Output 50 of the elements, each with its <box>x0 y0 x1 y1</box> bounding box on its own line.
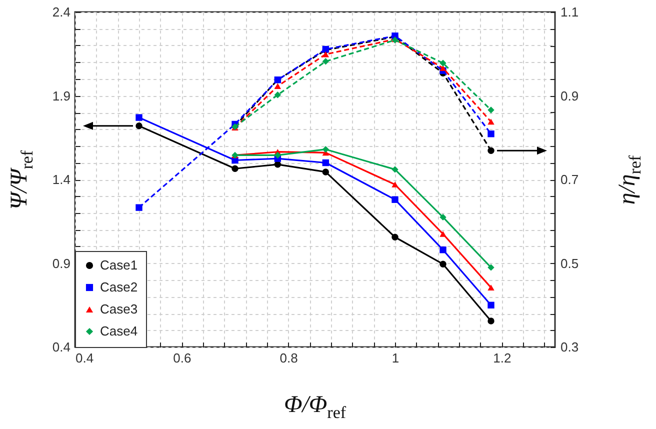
legend-label: Case1 <box>100 258 138 272</box>
point <box>274 152 282 159</box>
point <box>232 165 238 172</box>
point <box>392 196 398 203</box>
y2-tick-label: 0.3 <box>560 340 579 354</box>
point <box>440 60 446 66</box>
point <box>392 182 398 188</box>
x-tick-label: 0.4 <box>76 350 94 366</box>
point <box>322 159 330 166</box>
x-tick-label: 1.2 <box>493 350 512 366</box>
legend-label: Case4 <box>100 324 138 338</box>
point <box>440 246 446 254</box>
point <box>488 118 494 125</box>
y2-tick-label: 0.5 <box>560 256 579 271</box>
point <box>392 166 398 173</box>
y2-tick-label: 0.9 <box>560 88 579 104</box>
point <box>440 231 446 237</box>
x-tick-label: 0.8 <box>280 350 298 366</box>
y2-tick-label: 1.1 <box>560 4 579 20</box>
point <box>488 106 494 114</box>
point <box>136 122 142 130</box>
point <box>322 51 330 58</box>
point <box>322 146 330 153</box>
point <box>488 318 494 324</box>
point <box>488 302 494 308</box>
point <box>136 114 142 121</box>
point <box>392 234 398 240</box>
point <box>274 92 282 98</box>
y-tick-label: 0.4 <box>52 340 70 354</box>
point <box>488 147 494 154</box>
legend-label: Case3 <box>100 302 138 316</box>
y2-tick-label: 0.7 <box>560 172 579 187</box>
point <box>488 284 494 290</box>
x-tick-label: 1 <box>392 350 400 366</box>
x-axis-title: Φ/Φ$_{ref}$ <box>284 392 346 423</box>
point <box>322 168 330 176</box>
point <box>488 264 494 271</box>
point <box>440 260 446 268</box>
y-tick-label: 1.4 <box>52 172 70 187</box>
legend-label: Case2 <box>100 280 138 294</box>
y-tick-label: 2.4 <box>52 4 70 20</box>
point <box>440 65 446 72</box>
x-tick-label: 0.6 <box>173 350 192 366</box>
point <box>274 83 282 90</box>
y-tick-label: 1.9 <box>52 88 70 104</box>
point <box>322 58 330 65</box>
y-tick-label: 0.9 <box>52 256 70 271</box>
point <box>440 214 446 221</box>
point <box>488 130 494 138</box>
point <box>136 204 142 211</box>
